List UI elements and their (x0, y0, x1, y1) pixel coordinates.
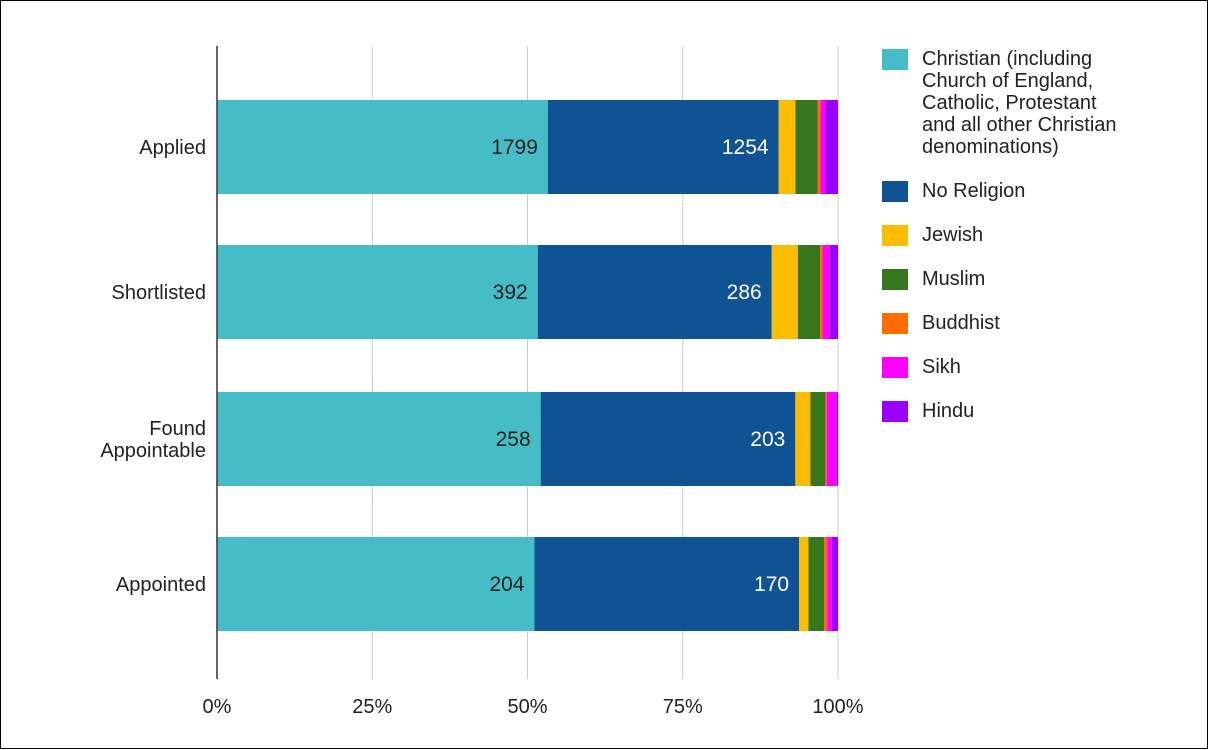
legend-swatch (882, 313, 908, 334)
bar-segment (217, 245, 538, 339)
bar-segment (217, 392, 541, 486)
bar-segment (537, 245, 772, 339)
bar-segment (797, 245, 820, 339)
legend-swatch (882, 49, 908, 70)
bar-segment (808, 537, 824, 631)
legend-swatch (882, 269, 908, 290)
data-label: 392 (493, 281, 528, 304)
data-label: 1254 (722, 136, 769, 159)
bar-segment (778, 100, 796, 194)
bar-segment (795, 392, 811, 486)
bar-segment (829, 245, 838, 339)
legend-label: Catholic, Protestant (922, 92, 1097, 114)
bar-segment (836, 392, 838, 486)
legend-label: Muslim (922, 268, 985, 290)
category-label: Appointable (100, 440, 206, 462)
bar-segment (826, 392, 837, 486)
bar-segment (217, 100, 548, 194)
category-label: Appointed (116, 574, 206, 596)
bar-segment (547, 100, 779, 194)
bar-segment (831, 537, 838, 631)
x-tick-label: 50% (507, 696, 547, 718)
bar-segment (827, 537, 832, 631)
legend-swatch (882, 225, 908, 246)
bar-segment (540, 392, 796, 486)
bar-segment (799, 537, 809, 631)
bar-segment (825, 100, 838, 194)
legend-swatch (882, 181, 908, 202)
legend-label: Sikh (922, 356, 961, 378)
bar-segment (820, 100, 826, 194)
legend-swatch (882, 357, 908, 378)
legend-label: Jewish (922, 224, 983, 246)
data-label: 258 (496, 428, 531, 451)
x-tick-label: 75% (663, 696, 703, 718)
bar-segment (820, 245, 823, 339)
legend-swatch (882, 401, 908, 422)
legend-label: No Religion (922, 180, 1025, 202)
bar-segment (822, 245, 830, 339)
bar-segment (825, 392, 827, 486)
bar-segment (534, 537, 800, 631)
bar-segment (217, 537, 535, 631)
legend-label: and all other Christian (922, 114, 1117, 136)
legend-label: Christian (including (922, 48, 1092, 70)
x-tick-label: 100% (812, 696, 863, 718)
bar-segment (771, 245, 798, 339)
category-label: Found (149, 418, 206, 440)
legend-label: denominations) (922, 136, 1059, 158)
bar-segment (823, 537, 828, 631)
data-label: 203 (750, 428, 785, 451)
data-label: 1799 (491, 136, 538, 159)
data-label: 286 (727, 281, 762, 304)
category-label: Applied (139, 137, 206, 159)
data-label: 170 (754, 573, 789, 596)
legend-label: Buddhist (922, 312, 1000, 334)
bar-segment (795, 100, 818, 194)
category-label: Shortlisted (112, 282, 207, 304)
x-tick-label: 0% (203, 696, 232, 718)
bar-segment (817, 100, 821, 194)
data-label: 204 (489, 573, 524, 596)
legend-label: Church of England, (922, 70, 1093, 92)
legend-label: Hindu (922, 400, 974, 422)
x-tick-label: 25% (352, 696, 392, 718)
bar-segment (810, 392, 826, 486)
